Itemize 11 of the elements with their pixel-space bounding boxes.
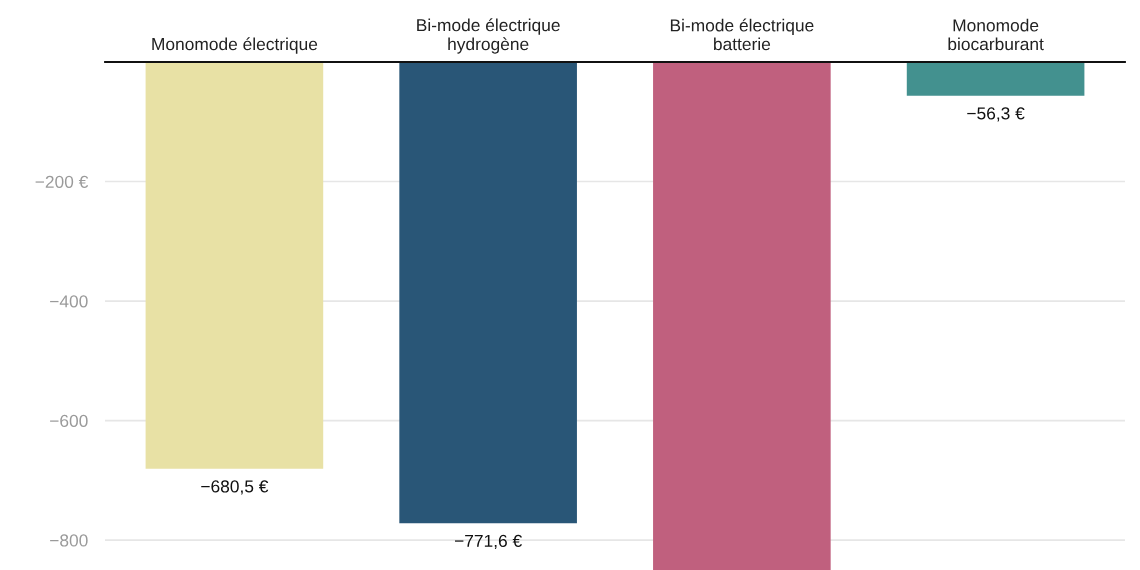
data-label: −771,6 € <box>454 534 522 550</box>
x-tick-label: Monomode biocarburant <box>948 18 1044 51</box>
y-tick-label: −600 <box>50 414 88 428</box>
y-tick-label: −200 € <box>35 175 89 188</box>
data-label: −680,5 € <box>201 480 269 495</box>
x-tick-label: Bi-mode électrique batterie <box>670 18 814 51</box>
data-label: −56,3 € <box>967 107 1025 122</box>
y-tick-label: −800 <box>50 534 88 547</box>
y-tick-label: −400 <box>50 295 88 308</box>
x-tick-label: Bi-mode électrique hydrogène <box>417 18 560 54</box>
x-tick-label: Monomode électrique <box>152 37 318 54</box>
